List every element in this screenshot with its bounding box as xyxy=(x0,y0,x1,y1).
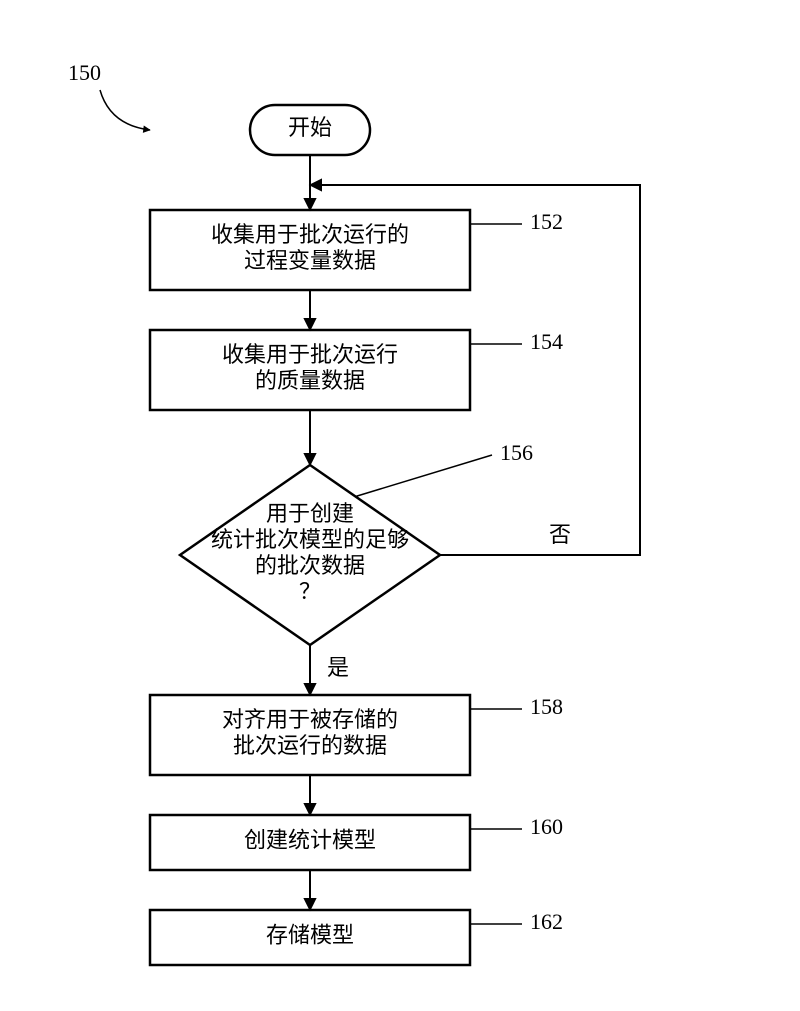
collect_q-label: 154 xyxy=(530,329,563,354)
collect_pv-text-line-1: 过程变量数据 xyxy=(244,248,376,273)
enough-leader xyxy=(356,455,493,497)
enough-text-line-3: ？ xyxy=(299,579,321,604)
start-text-line-0: 开始 xyxy=(288,115,332,140)
figure-label-arrow xyxy=(100,90,150,130)
create-text-line-0: 创建统计模型 xyxy=(244,828,376,853)
store-label: 162 xyxy=(530,909,563,934)
collect_q-text-line-0: 收集用于批次运行 xyxy=(222,342,398,367)
store-text-line-0: 存储模型 xyxy=(266,923,354,948)
figure-label: 150 xyxy=(68,60,101,85)
create-label: 160 xyxy=(530,814,563,839)
enough-text-line-1: 统计批次模型的足够 xyxy=(211,527,409,552)
collect_pv-label: 152 xyxy=(530,209,563,234)
align-text-line-1: 批次运行的数据 xyxy=(233,733,387,758)
decision-no-label: 否 xyxy=(549,522,571,547)
align-label: 158 xyxy=(530,694,563,719)
align-text-line-0: 对齐用于被存储的 xyxy=(222,707,398,732)
enough-label: 156 xyxy=(500,440,533,465)
enough-text-line-2: 的批次数据 xyxy=(255,553,365,578)
enough-text-line-0: 用于创建 xyxy=(266,501,354,526)
collect_q-text-line-1: 的质量数据 xyxy=(255,368,365,393)
decision-yes-label: 是 xyxy=(327,655,349,680)
collect_pv-text-line-0: 收集用于批次运行的 xyxy=(211,222,409,247)
